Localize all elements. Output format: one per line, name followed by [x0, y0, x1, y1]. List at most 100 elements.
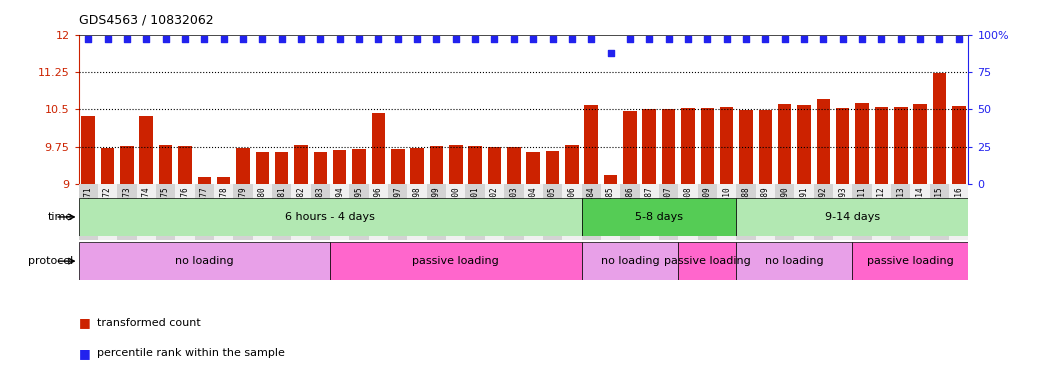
Bar: [527, 152, 540, 184]
Bar: [391, 149, 404, 184]
Bar: [372, 113, 385, 184]
Point: [602, 50, 619, 56]
Text: GSM930495: GSM930495: [355, 186, 363, 228]
Text: GSM930502: GSM930502: [490, 186, 499, 228]
Bar: [581, 198, 736, 236]
Bar: [101, 148, 114, 184]
Bar: [581, 184, 601, 240]
Bar: [120, 146, 134, 184]
Point: [467, 36, 484, 42]
Bar: [717, 184, 736, 240]
Bar: [427, 184, 446, 240]
Text: GSM930494: GSM930494: [335, 186, 344, 228]
Bar: [930, 184, 950, 240]
Bar: [214, 184, 233, 240]
Bar: [601, 184, 620, 240]
Bar: [620, 184, 640, 240]
Text: GSM930471: GSM930471: [84, 186, 93, 228]
Point: [80, 36, 96, 42]
Bar: [565, 145, 579, 184]
Bar: [330, 184, 350, 240]
Point: [447, 36, 464, 42]
Bar: [545, 151, 559, 184]
Bar: [505, 184, 524, 240]
Bar: [872, 184, 891, 240]
Point: [699, 36, 716, 42]
Bar: [272, 184, 291, 240]
Text: GSM930496: GSM930496: [374, 186, 383, 228]
Bar: [352, 149, 365, 184]
Text: GSM930493: GSM930493: [839, 186, 847, 228]
Text: percentile rank within the sample: percentile rank within the sample: [97, 348, 285, 358]
Bar: [814, 184, 833, 240]
Bar: [736, 198, 968, 236]
Point: [873, 36, 890, 42]
Text: 9-14 days: 9-14 days: [825, 212, 879, 222]
Text: GSM930479: GSM930479: [239, 186, 247, 228]
Bar: [117, 184, 136, 240]
Bar: [488, 147, 502, 184]
Bar: [604, 175, 618, 184]
Text: GSM930487: GSM930487: [645, 186, 653, 228]
Point: [525, 36, 541, 42]
Bar: [720, 108, 733, 184]
Text: GSM930474: GSM930474: [141, 186, 151, 228]
Text: GSM930508: GSM930508: [684, 186, 692, 228]
Bar: [485, 184, 505, 240]
Point: [486, 36, 503, 42]
Bar: [894, 107, 908, 184]
Bar: [294, 146, 308, 184]
Text: GSM930485: GSM930485: [606, 186, 615, 228]
Bar: [775, 184, 795, 240]
Bar: [678, 184, 697, 240]
Bar: [678, 242, 736, 280]
Point: [428, 36, 445, 42]
Point: [138, 36, 155, 42]
Bar: [79, 242, 330, 280]
Text: passive loading: passive loading: [413, 256, 499, 266]
Bar: [700, 108, 714, 184]
Bar: [778, 104, 792, 184]
Bar: [659, 184, 678, 240]
Point: [737, 36, 754, 42]
Text: GSM930473: GSM930473: [122, 186, 131, 228]
Bar: [507, 147, 520, 184]
Point: [757, 36, 774, 42]
Text: GSM930510: GSM930510: [722, 186, 731, 228]
Bar: [584, 106, 598, 184]
Text: GSM930475: GSM930475: [161, 186, 170, 228]
Text: GSM930492: GSM930492: [819, 186, 828, 228]
Text: no loading: no loading: [601, 256, 660, 266]
Bar: [156, 184, 175, 240]
Bar: [736, 184, 756, 240]
Bar: [79, 184, 97, 240]
Text: GSM930503: GSM930503: [509, 186, 518, 228]
Point: [583, 36, 600, 42]
Bar: [795, 184, 814, 240]
Bar: [817, 99, 830, 184]
Point: [216, 36, 232, 42]
Bar: [255, 152, 269, 184]
Bar: [388, 184, 407, 240]
Bar: [468, 146, 482, 184]
Bar: [855, 103, 869, 184]
Point: [776, 36, 793, 42]
Bar: [697, 184, 717, 240]
Point: [196, 36, 213, 42]
Text: GSM930498: GSM930498: [413, 186, 422, 228]
Point: [235, 36, 251, 42]
Bar: [736, 242, 852, 280]
Bar: [350, 184, 369, 240]
Bar: [449, 146, 463, 184]
Bar: [950, 184, 968, 240]
Bar: [136, 184, 156, 240]
Text: 5-8 days: 5-8 days: [634, 212, 683, 222]
Point: [273, 36, 290, 42]
Bar: [933, 73, 946, 184]
Text: GSM930489: GSM930489: [761, 186, 770, 228]
Point: [351, 36, 367, 42]
Point: [177, 36, 194, 42]
Bar: [139, 116, 153, 184]
Bar: [874, 107, 888, 184]
Bar: [275, 152, 288, 184]
